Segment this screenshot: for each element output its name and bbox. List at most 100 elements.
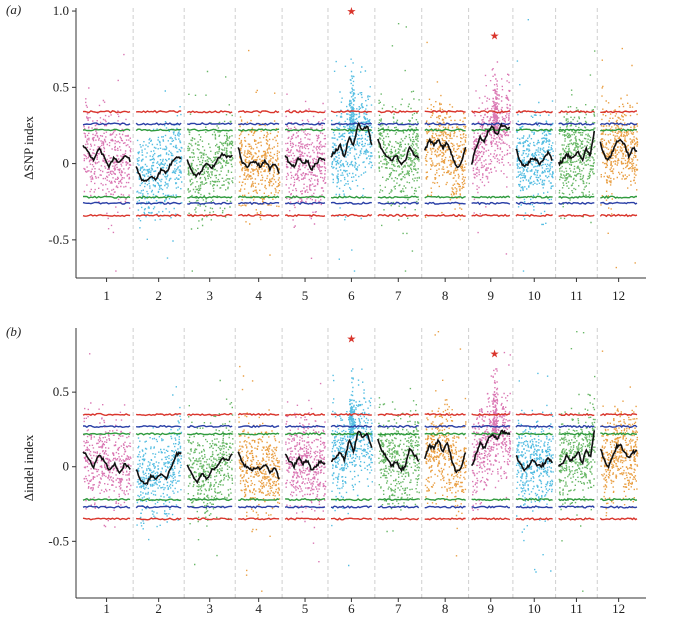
snp-points: [83, 353, 132, 528]
x-tick-label: 2: [155, 288, 162, 303]
threshold-line-p99: [136, 109, 182, 114]
threshold-line-p95: [599, 122, 638, 126]
chromosome-1: [82, 353, 132, 528]
threshold-line-p90: [330, 497, 372, 502]
threshold-line-p95: [377, 201, 420, 205]
snp-points: [187, 70, 234, 272]
chromosome-6: ★: [330, 332, 374, 567]
threshold-line-p90: [285, 497, 326, 502]
chromosome-7: [377, 23, 420, 272]
chromosome-10: [515, 372, 554, 573]
threshold-line-p90: [558, 432, 595, 436]
chromosome-9: ★: [470, 347, 512, 521]
threshold-line-p99: [424, 110, 466, 114]
panel-label: (b): [6, 324, 21, 339]
panel-label: (a): [6, 2, 21, 17]
x-tick-label: 11: [570, 288, 583, 303]
threshold-line-p99: [82, 110, 131, 114]
threshold-line-p99: [187, 517, 233, 521]
threshold-line-p95: [515, 122, 553, 126]
snp-points: [238, 365, 281, 592]
chromosome-4: [237, 365, 281, 592]
x-tick-label: 3: [206, 601, 213, 616]
y-tick-label: -0.5: [48, 533, 69, 548]
snp-points: [424, 331, 467, 557]
threshold-line-p95: [424, 505, 466, 509]
snp-points: [515, 19, 554, 272]
threshold-line-p95: [82, 122, 131, 126]
axes: -0.500.51 2 3 4 5 6 7 8 9 10 11 12: [48, 328, 646, 616]
chromosome-4: [237, 49, 281, 256]
chromosome-12: [599, 47, 639, 269]
threshold-line-p99: [599, 213, 638, 218]
threshold-line-p90: [237, 432, 280, 436]
threshold-line-p90: [187, 498, 233, 502]
threshold-line-p90: [600, 497, 638, 502]
x-tick-label: 2: [155, 601, 162, 616]
threshold-line-p95: [377, 122, 420, 126]
snp-points: [471, 351, 512, 511]
axes: -0.500.51.01 2 3 4 5 6 7 8 9 10 11 12: [48, 3, 646, 303]
snp-points: [558, 331, 596, 592]
sliding-window-line: [82, 451, 131, 475]
threshold-line-p99: [284, 412, 326, 417]
threshold-line-p95: [82, 505, 131, 509]
threshold-line-p90: [471, 195, 511, 199]
x-tick-label: 12: [612, 601, 625, 616]
threshold-line-p99: [237, 110, 280, 114]
threshold-line-p95: [135, 505, 182, 509]
plot-area: ★★: [82, 328, 639, 598]
threshold-line-p95: [186, 122, 233, 126]
threshold-line-p90: [187, 128, 233, 132]
threshold-line-p99: [284, 517, 326, 521]
sliding-window-line: [237, 451, 280, 480]
sliding-window-line: [82, 145, 131, 170]
threshold-line-p90: [285, 432, 326, 436]
snp-points: [331, 368, 374, 567]
threshold-line-p95: [238, 424, 280, 429]
threshold-line-p90: [187, 195, 233, 199]
sliding-window-line: [330, 430, 373, 464]
threshold-line-p95: [330, 424, 373, 428]
threshold-line-p99: [82, 213, 131, 218]
x-tick-label: 11: [570, 601, 583, 616]
threshold-line-p95: [330, 122, 372, 126]
threshold-line-p90: [135, 432, 182, 436]
y-tick-label: -0.5: [48, 232, 69, 247]
threshold-line-p99: [471, 213, 511, 218]
threshold-line-p95: [515, 424, 553, 428]
x-tick-label: 5: [302, 288, 309, 303]
chromosome-8: [423, 331, 467, 557]
threshold-line-p95: [135, 122, 182, 126]
threshold-line-p95: [600, 201, 638, 205]
x-tick-label: 12: [612, 288, 625, 303]
threshold-line-p95: [284, 122, 326, 126]
threshold-line-p90: [135, 128, 182, 132]
y-axis-title: Δindel index: [21, 434, 36, 501]
threshold-line-p95: [558, 122, 595, 126]
threshold-line-p95: [424, 201, 466, 205]
threshold-line-p99: [558, 214, 595, 218]
threshold-line-p95: [558, 505, 595, 509]
threshold-line-p99: [515, 413, 553, 417]
threshold-line-p90: [558, 195, 595, 199]
threshold-line-p99: [186, 412, 233, 417]
sliding-window-line: [377, 438, 420, 473]
x-tick-label: 1: [103, 288, 110, 303]
threshold-line-p95: [82, 201, 131, 205]
threshold-line-p95: [330, 505, 372, 509]
threshold-line-p95: [471, 505, 510, 509]
threshold-line-p90: [424, 128, 466, 132]
chromosome-11: [557, 331, 596, 592]
threshold-line-p99: [558, 109, 595, 114]
chromosome-6: ★: [330, 5, 373, 272]
chromosome-2: [135, 90, 183, 259]
threshold-line-p99: [515, 213, 553, 218]
threshold-line-p99: [600, 109, 638, 114]
y-tick-label: 0.5: [53, 384, 69, 399]
threshold-line-p90: [471, 498, 511, 502]
threshold-line-p90: [237, 128, 280, 132]
threshold-line-p95: [187, 424, 233, 429]
sliding-window-line: [237, 147, 280, 174]
